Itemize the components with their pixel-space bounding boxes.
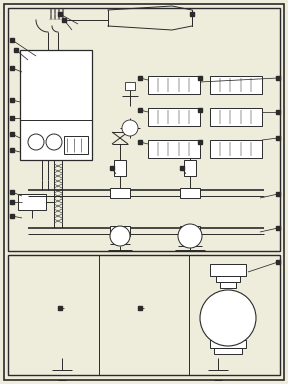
Bar	[148, 76, 200, 94]
Bar	[8, 255, 280, 375]
Bar	[210, 108, 262, 126]
Bar	[210, 340, 246, 348]
Bar	[114, 160, 126, 176]
Circle shape	[178, 224, 202, 248]
Circle shape	[46, 134, 62, 150]
Bar	[210, 140, 262, 158]
Bar	[110, 226, 130, 236]
Circle shape	[122, 120, 138, 136]
Bar	[180, 188, 200, 198]
Bar	[180, 226, 200, 236]
Circle shape	[200, 290, 256, 346]
Bar	[220, 282, 236, 288]
Bar	[64, 136, 88, 154]
Bar	[216, 276, 240, 282]
Bar	[210, 76, 262, 94]
Bar	[148, 108, 200, 126]
Bar	[8, 8, 280, 251]
Bar	[110, 188, 130, 198]
Bar	[214, 348, 242, 354]
Bar	[18, 194, 46, 210]
Bar	[148, 140, 200, 158]
Circle shape	[28, 134, 44, 150]
Circle shape	[110, 226, 130, 246]
Bar	[20, 50, 92, 160]
Bar	[210, 264, 246, 276]
Bar	[184, 160, 196, 176]
Bar	[125, 82, 135, 90]
